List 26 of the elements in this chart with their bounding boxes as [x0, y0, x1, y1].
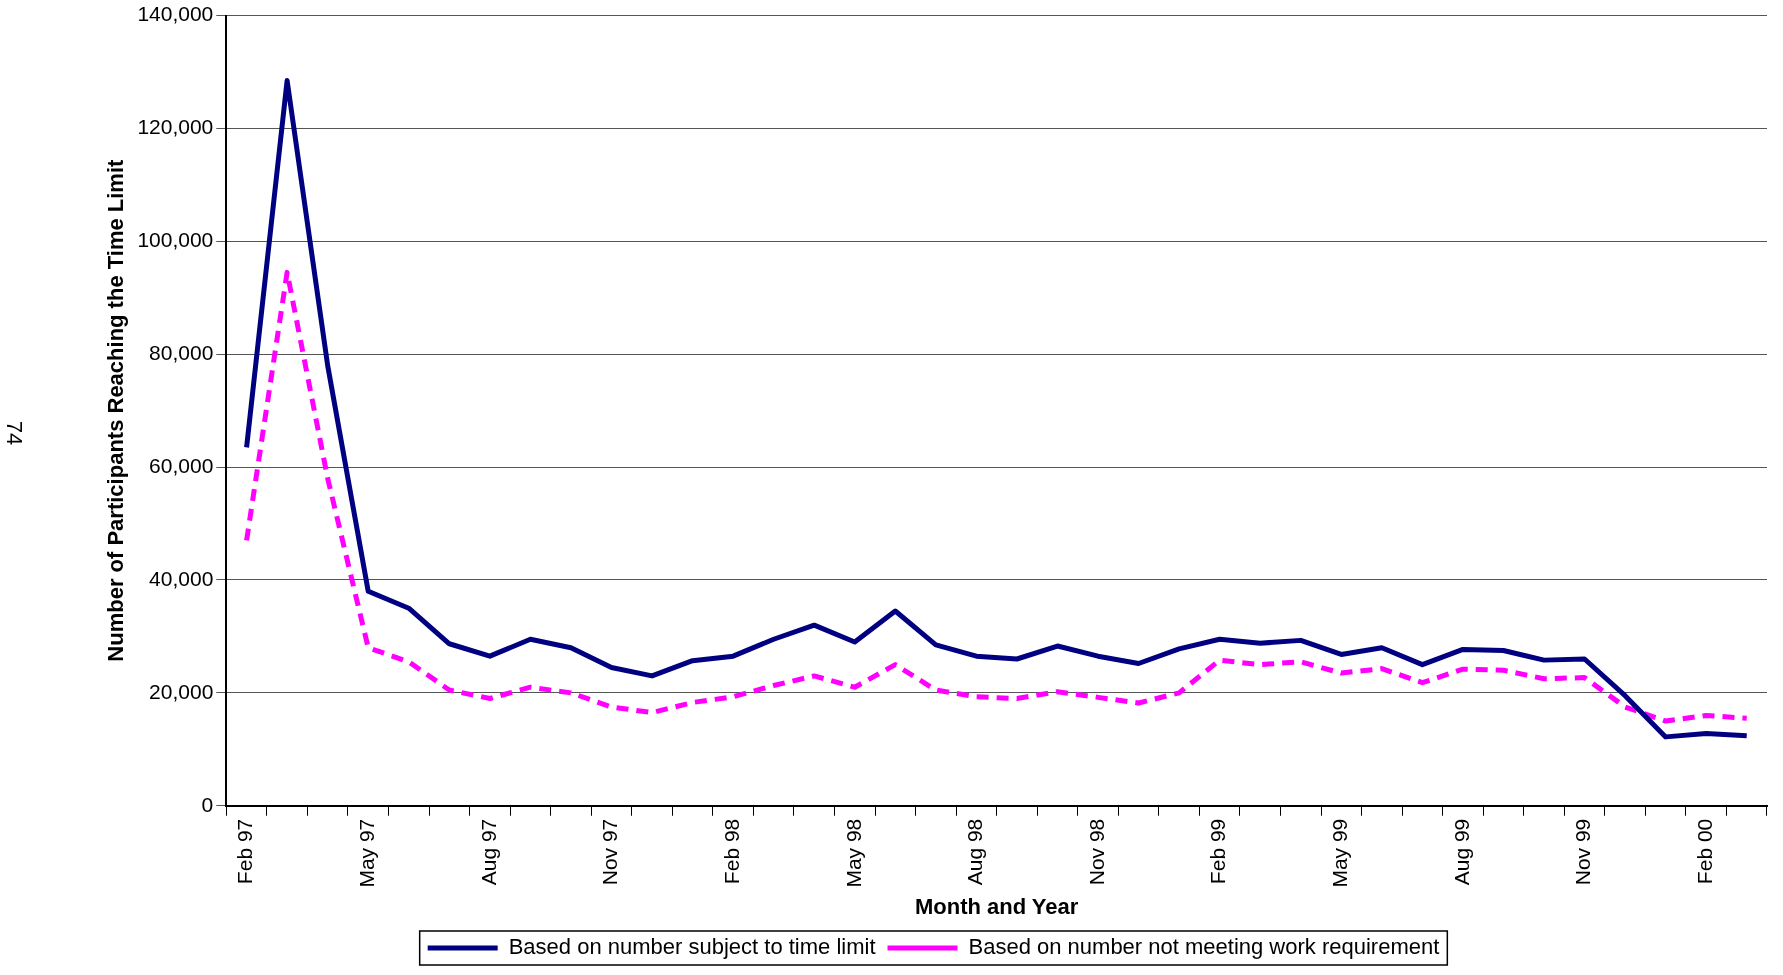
text: 74	[1, 420, 28, 446]
x-tick-label: Feb 99	[1206, 818, 1230, 885]
x-tick-label: Aug 98	[963, 818, 987, 886]
x-axis-title: Month and Year	[914, 893, 1079, 919]
y-tick-label: 100,000	[137, 228, 214, 252]
x-tick-label: Nov 99	[1571, 818, 1595, 886]
x-tick-label: Nov 97	[598, 818, 622, 886]
x-tick-label: Nov 98	[1084, 818, 1108, 886]
x-tick-label: May 98	[841, 818, 865, 888]
y-tick-label: 20,000	[149, 679, 214, 703]
x-tick-label: Feb 00	[1692, 818, 1716, 885]
legend-label: Based on number not meeting work requirement	[968, 934, 1440, 960]
x-tick-label: May 97	[355, 818, 379, 888]
y-tick-label: 80,000	[149, 341, 214, 365]
y-tick-label: 140,000	[137, 2, 214, 26]
x-tick-label: Feb 98	[719, 818, 743, 885]
y-tick-label: 60,000	[149, 453, 214, 477]
y-tick-label: 40,000	[149, 566, 214, 590]
x-tick-label: Aug 97	[476, 818, 500, 886]
legend-label: Based on number subject to time limit	[508, 934, 876, 960]
y-tick-label: 120,000	[137, 115, 214, 139]
y-axis-title: Number of Participants Reaching the Time Limit	[103, 158, 129, 662]
y-tick-label: 0	[201, 792, 214, 816]
x-tick-label: Feb 97	[233, 818, 257, 885]
x-tick-label: Aug 99	[1449, 818, 1473, 886]
x-tick-label: May 99	[1328, 818, 1352, 888]
